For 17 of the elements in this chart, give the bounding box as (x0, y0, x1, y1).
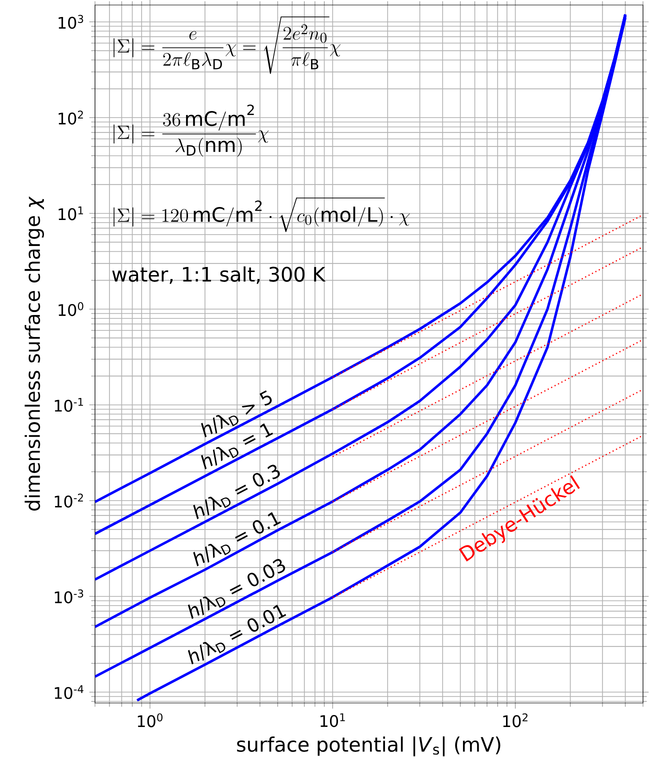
y-tick-label: 10$^{3}$ (58, 14, 84, 29)
y-tick-label: 10$^{-4}$ (54, 685, 84, 700)
x-tick-label: 10$^{1}$ (320, 713, 345, 728)
y-tick-label: 10$^{0}$ (58, 302, 84, 316)
y-tick-label: 10$^{1}$ (58, 206, 83, 220)
x-tick-label: 10$^{0}$ (138, 713, 162, 728)
y-tick-label: 10$^{2}$ (58, 110, 83, 125)
y-tick-label: 10$^{-1}$ (54, 398, 83, 412)
annotation: $|\Sigma| = \frac{36\,\mathrm{mC/m^2}}{\lambda_\mathrm{D}(\mathrm{nm})}\chi$ (114, 104, 269, 157)
annotation: $|\Sigma| = 120\,\mathrm{mC/m^2}\cdot\sqrt{c_0(\mathrm{mol/L})}\cdot\chi$ (114, 198, 410, 232)
annotation: water, 1:1 salt, 300 K (112, 266, 326, 284)
annotation: $|\Sigma| = \frac{e}{2\pi\ell_\mathrm{B}\lambda_\mathrm{D}}\chi = \sqrt{\frac{2e^2n_0}{\pi\ell_\mathrm{B}}}\chi$ (114, 16, 340, 74)
x-tick-label: 10$^{2}$ (503, 713, 528, 728)
x-axis-title: surface potential |V$_{s}$| (mV) (237, 736, 500, 756)
y-tick-label: 10$^{-2}$ (54, 494, 83, 508)
y-axis-title: dimensionless surface charge χ (24, 196, 44, 511)
y-tick-label: 10$^{-3}$ (54, 589, 84, 604)
